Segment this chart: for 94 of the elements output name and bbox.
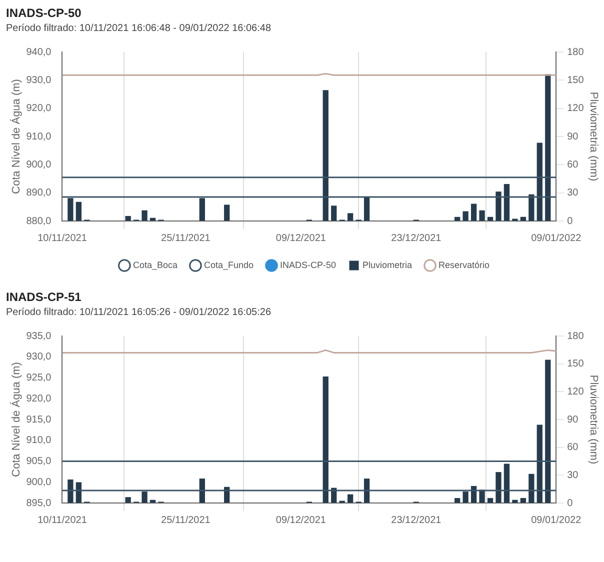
legend-label: Pluviometria (362, 260, 412, 270)
y-tick-label: 915,0 (26, 414, 52, 426)
x-tick-label: 09/01/2022 (531, 232, 582, 244)
bar (150, 218, 156, 221)
bar (479, 210, 485, 221)
bar (496, 472, 502, 503)
legend-label: Cota_Boca (132, 260, 178, 270)
bar (462, 492, 468, 503)
y-tick-label: 920,0 (26, 393, 52, 404)
bar (454, 216, 460, 221)
y2-tick-label: 180 (567, 46, 584, 58)
x-tick-label: 23/12/2021 (391, 514, 442, 526)
y2-tick-label: 0 (567, 498, 574, 509)
x-tick-label: 09/12/2021 (276, 514, 326, 526)
y-tick-label: 880,0 (26, 216, 52, 227)
y-tick-label: 905,0 (26, 456, 52, 467)
bar (512, 500, 518, 503)
legend-label: INADS-CP-50 (280, 260, 336, 270)
x-tick-label: 25/11/2021 (161, 514, 211, 526)
bar (520, 216, 526, 221)
y2-axis-title: Pluviometria (mm) (587, 374, 600, 464)
y-tick-label: 920,0 (26, 103, 52, 114)
legend-label: Reservatório (438, 260, 490, 270)
bar (364, 478, 370, 503)
bar (331, 206, 337, 221)
y-tick-label: 900,0 (26, 476, 52, 488)
y-tick-label: 930,0 (26, 352, 52, 363)
x-tick-label: 25/11/2021 (161, 232, 211, 244)
x-tick-label: 10/11/2021 (38, 232, 88, 244)
bar (462, 211, 468, 221)
bar (68, 198, 74, 221)
y2-tick-label: 30 (567, 188, 579, 199)
x-tick-label: 09/01/2022 (531, 514, 582, 526)
bar (470, 204, 477, 221)
y-tick-label: 900,0 (26, 159, 52, 170)
chart-subtitle: Período filtrado: 10/11/2021 16:06:48 - 09/01/2022 16:06:48 (6, 23, 272, 34)
bar (142, 210, 148, 221)
bar (322, 376, 328, 503)
y2-tick-label: 0 (567, 216, 574, 227)
bar (487, 498, 494, 503)
bar (504, 184, 510, 221)
bar (125, 216, 131, 221)
y2-tick-label: 60 (567, 159, 579, 170)
bar (68, 479, 74, 503)
y-tick-label: 935,0 (26, 330, 52, 342)
x-tick-label: 23/12/2021 (391, 232, 442, 244)
bar (348, 494, 354, 503)
chart-title: INADS-CP-50 (6, 6, 82, 20)
y2-tick-label: 120 (567, 103, 584, 114)
y-tick-label: 890,0 (26, 188, 52, 199)
y2-tick-label: 60 (567, 442, 579, 454)
y2-tick-label: 90 (567, 131, 579, 142)
bar (125, 497, 131, 503)
y2-tick-label: 90 (567, 414, 579, 426)
bar (76, 482, 82, 503)
bar (199, 478, 205, 503)
y-tick-label: 940,0 (26, 46, 52, 58)
y2-axis-title: Pluviometria (mm) (587, 92, 600, 182)
y2-tick-label: 180 (567, 330, 584, 342)
bar (487, 216, 494, 221)
y-axis-title: Cota Nível de Água (m) (10, 79, 23, 194)
bar (199, 198, 205, 221)
bar (454, 498, 460, 503)
y-tick-label: 895,0 (26, 498, 52, 509)
bar (150, 500, 156, 503)
x-tick-label: 10/11/2021 (38, 514, 88, 526)
y2-tick-label: 150 (567, 74, 584, 86)
bar (496, 192, 502, 221)
bar (520, 498, 526, 503)
bar (545, 360, 551, 503)
bar (504, 464, 510, 503)
bar (348, 213, 354, 221)
bar (545, 74, 551, 221)
y-tick-label: 910,0 (26, 435, 52, 446)
y-tick-label: 930,0 (26, 74, 52, 86)
bar (142, 492, 148, 503)
legend-label: Cota_Fundo (204, 260, 254, 270)
bar (536, 142, 542, 221)
y2-tick-label: 120 (567, 386, 584, 398)
bar (76, 202, 82, 221)
y2-tick-label: 150 (567, 358, 584, 370)
bar (536, 424, 542, 503)
chart-title: INADS-CP-51 (6, 290, 82, 304)
y-tick-label: 925,0 (26, 372, 52, 384)
bar (364, 197, 370, 221)
chart-subtitle: Período filtrado: 10/11/2021 16:05:26 - 09/01/2022 16:05:26 (6, 307, 272, 318)
bar (528, 474, 534, 503)
bar (528, 194, 534, 221)
bar (224, 204, 230, 221)
bar (322, 90, 328, 221)
x-tick-label: 09/12/2021 (276, 232, 326, 244)
y-tick-label: 910,0 (26, 131, 52, 142)
y2-tick-label: 30 (567, 470, 579, 481)
y-axis-title: Cota Nível de Água (m) (10, 362, 23, 477)
